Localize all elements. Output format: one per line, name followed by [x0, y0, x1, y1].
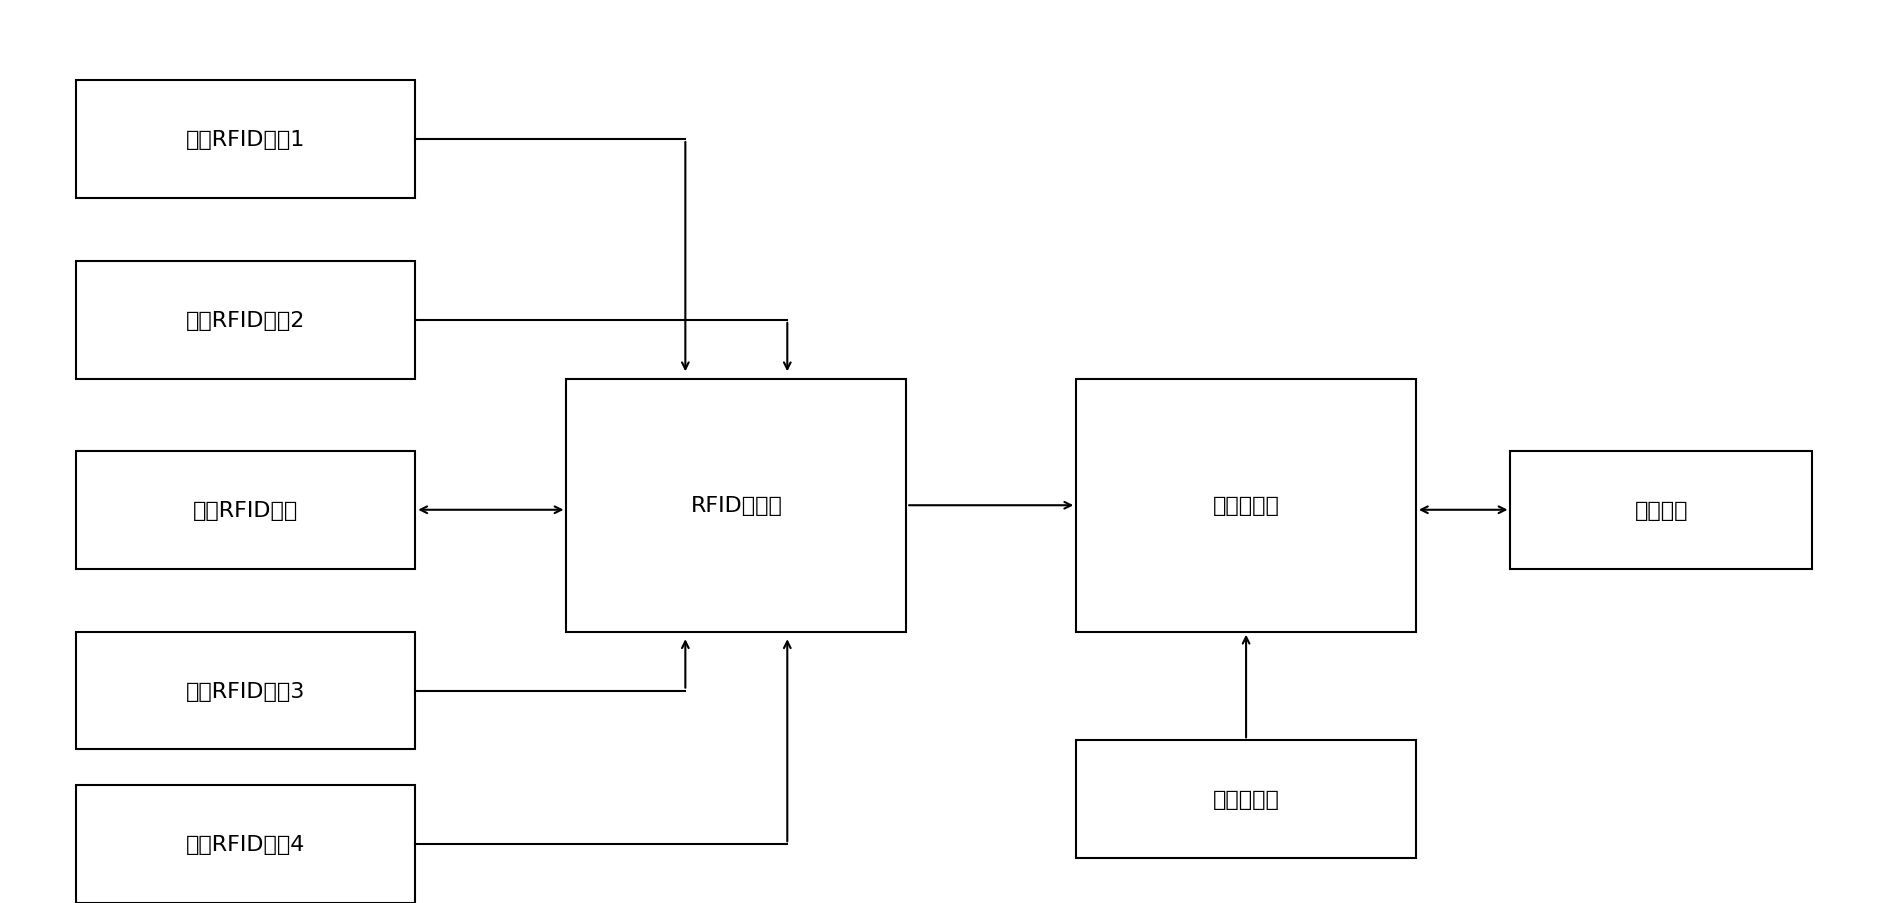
FancyBboxPatch shape: [76, 786, 415, 903]
Text: 全向RFID天线: 全向RFID天线: [193, 500, 298, 520]
Text: 射频天线: 射频天线: [1635, 500, 1688, 520]
Text: 射频发射器: 射频发射器: [1212, 496, 1280, 516]
FancyBboxPatch shape: [1076, 740, 1416, 858]
Text: 车辆检测器: 车辆检测器: [1212, 789, 1280, 809]
Text: RFID阅读器: RFID阅读器: [691, 496, 782, 516]
Text: 定向RFID天线1: 定向RFID天线1: [185, 130, 306, 150]
FancyBboxPatch shape: [1076, 379, 1416, 632]
FancyBboxPatch shape: [76, 632, 415, 749]
FancyBboxPatch shape: [76, 262, 415, 379]
FancyBboxPatch shape: [1510, 452, 1812, 569]
Text: 定向RFID天线3: 定向RFID天线3: [185, 681, 306, 701]
Text: 定向RFID天线2: 定向RFID天线2: [185, 311, 306, 330]
FancyBboxPatch shape: [76, 81, 415, 199]
Text: 定向RFID天线4: 定向RFID天线4: [185, 834, 306, 854]
FancyBboxPatch shape: [566, 379, 906, 632]
FancyBboxPatch shape: [76, 452, 415, 569]
